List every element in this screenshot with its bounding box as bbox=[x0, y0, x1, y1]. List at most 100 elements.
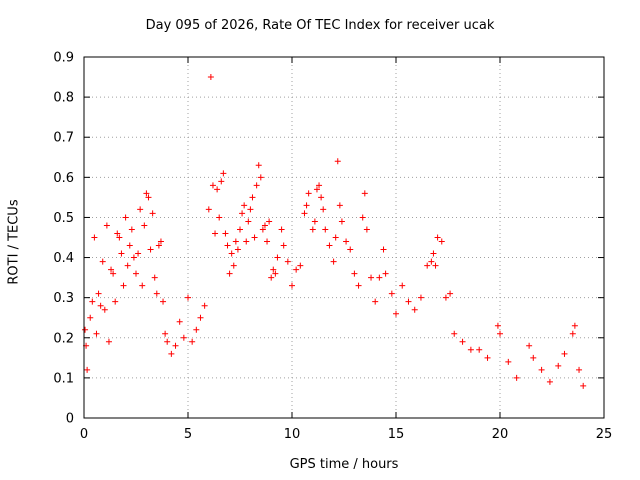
data-point bbox=[126, 242, 133, 249]
data-point bbox=[447, 290, 454, 297]
data-point bbox=[207, 74, 214, 81]
data-point bbox=[530, 354, 537, 361]
data-point bbox=[388, 290, 395, 297]
data-point bbox=[151, 274, 158, 281]
data-point bbox=[526, 342, 533, 349]
data-point bbox=[112, 298, 119, 305]
data-point bbox=[110, 270, 117, 277]
y-tick-label: 0.6 bbox=[53, 171, 74, 186]
data-point bbox=[114, 230, 121, 237]
data-point bbox=[284, 258, 291, 265]
y-tick-label: 0.2 bbox=[53, 331, 74, 346]
data-point bbox=[168, 350, 175, 357]
data-point bbox=[155, 242, 162, 249]
data-point bbox=[209, 182, 216, 189]
data-point bbox=[359, 214, 366, 221]
x-tick-label: 0 bbox=[80, 427, 88, 442]
x-tick-label: 15 bbox=[388, 427, 405, 442]
data-point bbox=[133, 270, 139, 277]
data-point bbox=[393, 310, 399, 317]
grid-lines bbox=[84, 57, 604, 418]
data-point bbox=[222, 230, 229, 237]
data-point bbox=[176, 318, 183, 325]
data-point bbox=[259, 226, 266, 233]
data-point bbox=[424, 262, 431, 269]
data-point bbox=[249, 194, 256, 201]
data-point bbox=[103, 222, 110, 229]
data-point bbox=[376, 274, 383, 281]
data-point bbox=[347, 246, 354, 253]
data-point bbox=[320, 206, 327, 213]
data-point bbox=[84, 366, 91, 373]
y-tick-label: 0.8 bbox=[53, 91, 74, 106]
data-point bbox=[505, 358, 512, 365]
data-point bbox=[149, 210, 156, 217]
y-tick-label: 0.5 bbox=[53, 211, 74, 226]
data-point bbox=[546, 378, 553, 385]
data-point bbox=[334, 158, 341, 165]
data-point bbox=[251, 234, 258, 241]
data-point bbox=[255, 162, 262, 169]
data-point bbox=[124, 262, 131, 269]
data-point bbox=[303, 202, 310, 209]
data-point bbox=[316, 182, 323, 189]
y-tick-label: 0 bbox=[66, 412, 74, 427]
data-point bbox=[234, 246, 241, 253]
data-point bbox=[120, 282, 127, 289]
data-point bbox=[157, 238, 164, 245]
data-point bbox=[309, 226, 316, 233]
data-point bbox=[297, 262, 304, 269]
data-point bbox=[311, 218, 318, 225]
data-point bbox=[430, 250, 437, 257]
y-tick-label: 0.7 bbox=[53, 131, 74, 146]
data-point bbox=[336, 202, 343, 209]
data-point bbox=[355, 282, 362, 289]
data-point bbox=[205, 206, 212, 213]
data-point bbox=[513, 374, 520, 381]
data-point bbox=[220, 170, 227, 177]
data-point bbox=[143, 190, 150, 197]
data-point bbox=[197, 314, 204, 321]
data-point bbox=[278, 226, 285, 233]
data-point bbox=[571, 322, 578, 329]
axis-ticks: 0 5 10 15 20 25 0 0.1 0.2 0.3 0.4 0.5 0.6 0.7 0.8 0.9 bbox=[53, 51, 612, 443]
data-point bbox=[405, 298, 412, 305]
data-point bbox=[497, 330, 503, 337]
data-point bbox=[330, 258, 337, 265]
data-point bbox=[224, 242, 231, 249]
data-point bbox=[214, 186, 221, 193]
data-point bbox=[326, 242, 333, 249]
x-axis-label: GPS time / hours bbox=[289, 457, 399, 472]
data-point bbox=[361, 190, 368, 197]
data-point bbox=[162, 330, 169, 337]
data-point bbox=[128, 226, 135, 233]
data-point bbox=[569, 330, 576, 337]
data-point bbox=[399, 282, 406, 289]
y-tick-label: 0.1 bbox=[53, 371, 74, 386]
data-point bbox=[261, 222, 268, 229]
data-point bbox=[122, 214, 129, 221]
data-point bbox=[467, 346, 474, 353]
data-point bbox=[368, 274, 375, 281]
x-tick-label: 20 bbox=[492, 427, 509, 442]
data-point bbox=[280, 242, 287, 249]
data-point bbox=[332, 234, 339, 241]
data-point bbox=[230, 262, 237, 269]
data-point bbox=[101, 306, 108, 313]
data-point bbox=[160, 298, 167, 305]
data-point bbox=[193, 326, 200, 333]
data-point bbox=[268, 274, 275, 281]
data-point bbox=[108, 266, 115, 273]
data-point bbox=[93, 330, 100, 337]
data-point bbox=[139, 282, 146, 289]
data-point bbox=[451, 330, 458, 337]
data-point bbox=[141, 222, 148, 229]
data-point bbox=[301, 210, 308, 217]
data-point bbox=[580, 382, 587, 389]
data-point bbox=[305, 190, 312, 197]
data-point bbox=[253, 182, 260, 189]
data-point bbox=[97, 302, 104, 309]
data-point bbox=[459, 338, 466, 345]
data-point bbox=[232, 238, 239, 245]
